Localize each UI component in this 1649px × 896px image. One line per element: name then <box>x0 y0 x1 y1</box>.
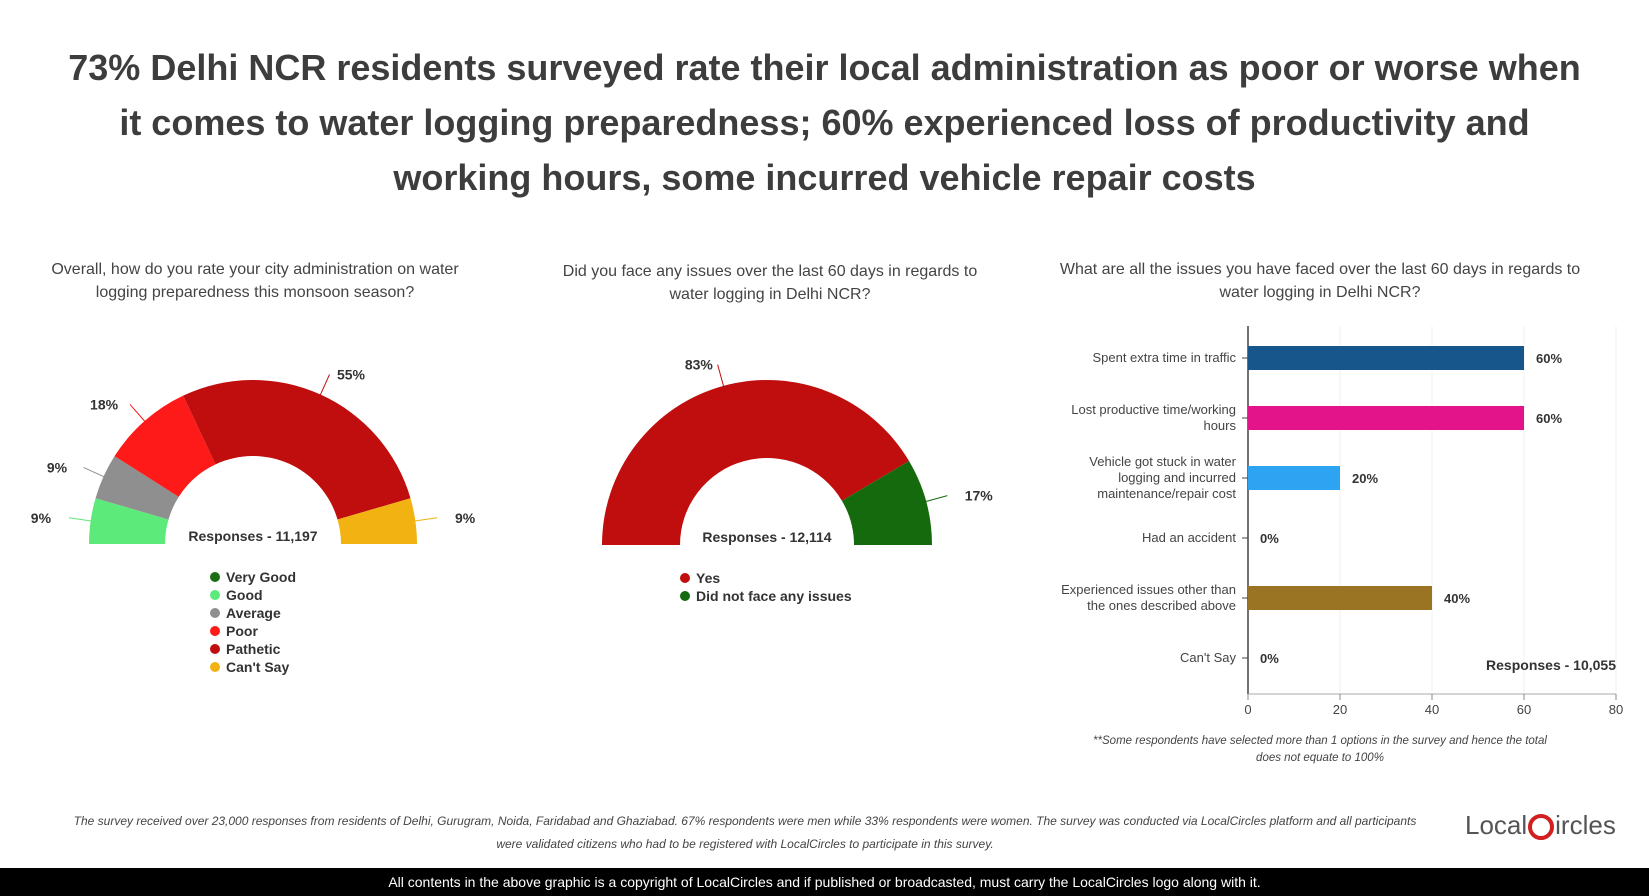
issues-bar-chart: 0 20 40 60 80 Spent extra time in traffic 60% L… <box>1061 326 1623 717</box>
data-label-leader <box>83 467 108 479</box>
x-tick-label: 60 <box>1517 702 1531 717</box>
data-label: 9% <box>47 459 68 475</box>
issues-donut-chart: 83% 17% Responses - 12,114 <box>602 357 994 545</box>
chart3-question: What are all the issues you have faced o… <box>1059 261 1581 301</box>
localcircles-logo: Local ircles <box>1465 810 1625 850</box>
legend-item: Pathetic <box>210 640 296 658</box>
bar-value-label: 0% <box>1260 651 1279 666</box>
copyright-bar: All contents in the above graphic is a c… <box>0 868 1649 896</box>
bar-value-label: 40% <box>1444 591 1470 606</box>
logo-text-right: ircles <box>1555 810 1616 840</box>
bar-value-label: 0% <box>1260 531 1279 546</box>
legend-item: Average <box>210 604 296 622</box>
x-tick-label: 40 <box>1425 702 1439 717</box>
data-label: 83% <box>685 357 714 373</box>
bar-value-label: 20% <box>1352 471 1378 486</box>
bar <box>1248 346 1524 370</box>
legend-dot-icon <box>210 644 220 654</box>
legend-label: Good <box>226 587 263 603</box>
legend-label: Did not face any issues <box>696 588 852 604</box>
data-label-leader <box>411 517 438 522</box>
logo-text-left: Local <box>1465 810 1528 840</box>
donut-slice-did-not-face-any-issues <box>841 461 932 545</box>
chart1-question: Overall, how do you rate your city admin… <box>51 261 459 301</box>
chart2-question: Did you face any issues over the last 60… <box>562 263 978 303</box>
responses-label: Responses - 12,114 <box>702 529 831 545</box>
data-label-leader <box>717 364 725 390</box>
donut-slice-can-t-say <box>337 498 417 544</box>
category-label: Had an accident <box>1142 530 1236 545</box>
bar-value-label: 60% <box>1536 411 1562 426</box>
legend-dot-icon <box>210 590 220 600</box>
legend-label: Can't Say <box>226 659 290 675</box>
legend-item: Good <box>210 586 296 604</box>
donut-slice-good <box>89 498 169 544</box>
legend-dot-icon <box>680 573 690 583</box>
data-label-leader <box>922 495 948 503</box>
category-label: maintenance/repair cost <box>1097 486 1236 501</box>
x-tick-label: 80 <box>1609 702 1623 717</box>
category-label: hours <box>1203 418 1236 433</box>
x-tick-label: 0 <box>1244 702 1251 717</box>
bar-value-label: 60% <box>1536 351 1562 366</box>
responses-label: Responses - 10,055 <box>1486 657 1616 673</box>
legend-dot-icon <box>210 662 220 672</box>
data-label-leader <box>68 517 95 522</box>
x-tick-label: 20 <box>1333 702 1347 717</box>
category-label: Vehicle got stuck in water <box>1089 454 1236 469</box>
data-label-leader <box>318 374 330 399</box>
data-label: 18% <box>90 396 119 412</box>
legend-item: Did not face any issues <box>680 587 852 605</box>
legend-label: Very Good <box>226 569 297 585</box>
legend-dot-icon <box>210 608 220 618</box>
donut-slice-pathetic <box>183 380 411 520</box>
legend-dot-icon <box>210 626 220 636</box>
category-label: Lost productive time/working <box>1071 402 1236 417</box>
legend-dot-icon <box>680 591 690 601</box>
data-label-leader <box>129 404 148 425</box>
logo-ring-icon <box>1528 814 1555 841</box>
data-label: 9% <box>455 510 476 526</box>
legend-item: Very Good <box>210 568 296 586</box>
page-title: 73% Delhi NCR residents surveyed rate th… <box>68 47 1581 198</box>
legend-label: Yes <box>696 570 721 586</box>
data-label: 17% <box>965 488 994 504</box>
legend-dot-icon <box>210 572 220 582</box>
donut-slice-poor <box>114 395 216 497</box>
chart2-legend: Yes Did not face any issues <box>680 569 852 605</box>
legend-item: Can't Say <box>210 658 296 676</box>
category-label: logging and incurred <box>1118 470 1236 485</box>
bar <box>1248 466 1340 490</box>
category-label: Experienced issues other than <box>1061 582 1236 597</box>
category-label: Can't Say <box>1180 650 1236 665</box>
legend-label: Average <box>226 605 281 621</box>
multi-select-note: **Some respondents have selected more th… <box>1093 735 1547 764</box>
donut-slice-yes <box>602 380 910 545</box>
data-label: 9% <box>31 510 52 526</box>
chart1-legend: Very Good Good Average Poor Pathetic Can't Sa… <box>210 568 296 676</box>
survey-footnote: The survey received over 23,000 response… <box>73 814 1417 851</box>
responses-label: Responses - 11,197 <box>188 528 317 544</box>
bar <box>1248 586 1432 610</box>
rating-donut-chart: 9% 9% 18% 55% 9% Responses - 11,197 <box>31 366 476 544</box>
legend-item: Poor <box>210 622 296 640</box>
bar <box>1248 406 1524 430</box>
legend-label: Pathetic <box>226 641 281 657</box>
donut-slice-average <box>95 456 179 520</box>
category-label: the ones described above <box>1087 598 1236 613</box>
legend-item: Yes <box>680 569 852 587</box>
category-label: Spent extra time in traffic <box>1092 350 1236 365</box>
data-label: 55% <box>337 366 366 382</box>
legend-label: Poor <box>226 623 258 639</box>
